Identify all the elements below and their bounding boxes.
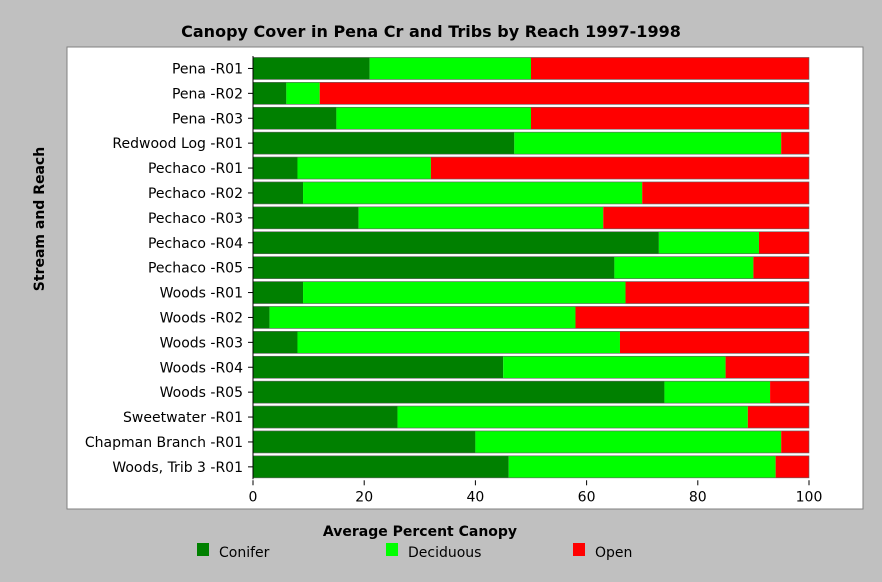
- x-tick-labels: 0 20 40 60 80 100: [249, 480, 823, 505]
- bar-deciduous-10: [269, 306, 576, 329]
- bar-open-7: [758, 231, 809, 254]
- bar-conifer-5: [253, 181, 304, 204]
- bars-group: [252, 57, 810, 479]
- bar-deciduous-5: [303, 181, 643, 204]
- x-tick-label: 100: [796, 489, 823, 505]
- y-tick-label: Pechaco -R05: [148, 261, 243, 277]
- bar-conifer-11: [253, 331, 298, 354]
- bar-deciduous-13: [664, 381, 771, 404]
- bar-conifer-3: [253, 132, 515, 155]
- legend: Conifer Deciduous Open: [197, 543, 632, 561]
- bar-open-4: [430, 157, 809, 180]
- bar-open-13: [770, 381, 809, 404]
- y-tick-label: Woods -R02: [160, 310, 243, 326]
- y-tick-label: Pechaco -R04: [148, 236, 243, 252]
- bar-conifer-10: [253, 306, 270, 329]
- legend-swatch-open: [573, 543, 585, 556]
- bar-open-16: [775, 455, 809, 478]
- bar-conifer-7: [253, 231, 659, 254]
- x-tick-label: 40: [466, 489, 484, 505]
- x-axis-title: Average Percent Canopy: [323, 524, 517, 540]
- bar-conifer-16: [253, 455, 509, 478]
- bar-open-5: [642, 181, 809, 204]
- y-tick-label: Pechaco -R02: [148, 186, 243, 202]
- bar-deciduous-12: [503, 356, 726, 379]
- bar-deciduous-1: [286, 82, 320, 105]
- y-tick-label: Pena -R02: [172, 86, 243, 102]
- bar-deciduous-3: [514, 132, 782, 155]
- x-tick-label: 80: [689, 489, 707, 505]
- bar-deciduous-14: [397, 406, 748, 429]
- bar-open-12: [725, 356, 809, 379]
- y-tick-label: Woods -R01: [160, 286, 243, 302]
- bar-open-10: [575, 306, 809, 329]
- bar-open-3: [781, 132, 809, 155]
- y-tick-label: Sweetwater -R01: [123, 410, 243, 426]
- bar-conifer-1: [253, 82, 287, 105]
- bar-deciduous-7: [658, 231, 759, 254]
- legend-label-open: Open: [595, 545, 632, 561]
- bar-open-1: [319, 82, 809, 105]
- bar-open-15: [781, 430, 809, 453]
- bar-conifer-8: [253, 256, 615, 279]
- bar-deciduous-16: [508, 455, 776, 478]
- y-tick-label: Pena -R03: [172, 111, 243, 127]
- legend-swatch-deciduous: [386, 543, 398, 556]
- legend-label-deciduous: Deciduous: [408, 545, 481, 561]
- y-tick-label: Woods -R04: [160, 360, 243, 376]
- bar-open-2: [531, 107, 809, 130]
- bar-deciduous-4: [297, 157, 431, 180]
- bar-open-6: [603, 206, 809, 229]
- bar-conifer-9: [253, 281, 304, 304]
- y-tick-label: Chapman Branch -R01: [85, 435, 243, 451]
- bar-conifer-0: [253, 57, 370, 80]
- chart-title: Canopy Cover in Pena Cr and Tribs by Rea…: [181, 22, 681, 41]
- bar-open-11: [619, 331, 809, 354]
- y-tick-label: Pechaco -R01: [148, 161, 243, 177]
- x-tick-label: 20: [355, 489, 373, 505]
- y-tick-labels: Pena -R01 Pena -R02 Pena -R03 Redwood Log -…: [85, 56, 254, 480]
- y-tick-label: Pechaco -R03: [148, 211, 243, 227]
- bar-conifer-15: [253, 430, 476, 453]
- bar-deciduous-8: [614, 256, 754, 279]
- bar-open-8: [753, 256, 809, 279]
- y-tick-label: Woods -R03: [160, 335, 243, 351]
- bar-conifer-4: [253, 157, 298, 180]
- bar-deciduous-9: [303, 281, 626, 304]
- bar-conifer-13: [253, 381, 665, 404]
- y-axis-title: Stream and Reach: [32, 147, 48, 291]
- legend-swatch-conifer: [197, 543, 209, 556]
- bar-deciduous-11: [297, 331, 620, 354]
- bar-conifer-12: [253, 356, 504, 379]
- bar-open-0: [531, 57, 809, 80]
- x-tick-label: 60: [578, 489, 596, 505]
- legend-label-conifer: Conifer: [219, 545, 270, 561]
- x-tick-label: 0: [249, 489, 258, 505]
- y-tick-label: Woods -R05: [160, 385, 243, 401]
- bar-open-9: [625, 281, 809, 304]
- bar-deciduous-0: [369, 57, 531, 80]
- y-tick-label: Pena -R01: [172, 61, 243, 77]
- bar-deciduous-6: [358, 206, 604, 229]
- bar-deciduous-15: [475, 430, 782, 453]
- bar-conifer-14: [253, 406, 398, 429]
- bar-open-14: [747, 406, 809, 429]
- bar-deciduous-2: [336, 107, 531, 130]
- y-tick-label: Woods, Trib 3 -R01: [112, 460, 243, 476]
- y-tick-label: Redwood Log -R01: [112, 136, 243, 152]
- bar-conifer-6: [253, 206, 359, 229]
- bar-conifer-2: [253, 107, 337, 130]
